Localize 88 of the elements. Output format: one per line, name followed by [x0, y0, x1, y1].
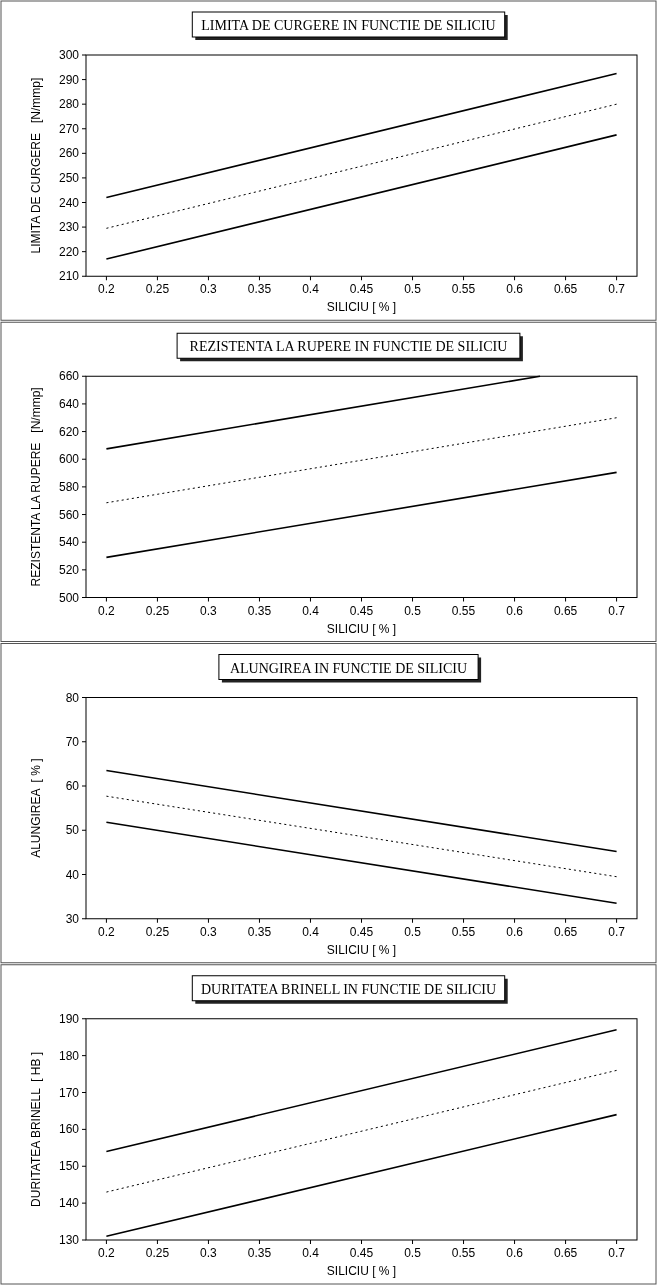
y-tick-label: 580 [58, 479, 80, 494]
y-tick-label: 140 [58, 1196, 80, 1211]
y-tick-label: 640 [58, 396, 80, 411]
x-tick-label: 0.45 [349, 924, 374, 939]
y-axis-title: LIMITA DE CURGERE [N/mmp] [29, 77, 43, 254]
chart-title: ALUNGIREA IN FUNCTIE DE SILICIU [229, 660, 468, 676]
x-tick-label: 0.4 [302, 282, 320, 297]
y-tick-label: 260 [58, 146, 80, 161]
chart-title: LIMITA DE CURGERE IN FUNCTIE DE SILICIU [201, 18, 496, 33]
x-tick-label: 0.3 [200, 282, 218, 297]
x-tick-label: 0.35 [247, 603, 272, 618]
x-tick-label: 0.4 [302, 924, 320, 939]
y-tick-label: 190 [58, 1011, 80, 1026]
y-tick-label: 300 [58, 48, 80, 62]
x-tick-label: 0.6 [506, 924, 524, 939]
x-tick-label: 0.2 [98, 924, 116, 939]
x-tick-label: 0.2 [98, 1246, 116, 1260]
x-tick-label: 0.25 [145, 924, 170, 939]
x-tick-label: 0.35 [247, 282, 272, 297]
x-tick-label: 0.35 [247, 1246, 272, 1260]
x-tick-label: 0.2 [98, 282, 116, 297]
y-tick-label: 30 [65, 911, 80, 926]
y-tick-label: 60 [65, 779, 80, 793]
y-tick-label: 70 [65, 734, 80, 749]
x-axis-title: SILICIU [ % ] [326, 1264, 397, 1278]
chart-title: DURITATEA BRINELL IN FUNCTIE DE SILICIU [200, 981, 497, 997]
x-tick-label: 0.6 [506, 282, 524, 297]
x-tick-label: 0.55 [451, 603, 476, 618]
chart-title: REZISTENTA LA RUPERE IN FUNCTIE DE SILICIU [189, 339, 508, 355]
x-tick-label: 0.45 [349, 282, 374, 297]
x-tick-label: 0.5 [404, 282, 422, 297]
x-tick-label: 0.25 [145, 1246, 170, 1260]
y-tick-label: 210 [58, 269, 80, 284]
x-tick-label: 0.5 [404, 924, 422, 939]
x-tick-label: 0.55 [451, 282, 476, 297]
y-tick-label: 280 [58, 97, 80, 112]
y-tick-label: 620 [58, 424, 80, 439]
x-tick-label: 0.25 [145, 282, 170, 297]
x-tick-label: 0.25 [145, 603, 170, 618]
y-tick-label: 600 [58, 452, 80, 467]
x-tick-label: 0.5 [404, 603, 422, 618]
x-tick-label: 0.65 [553, 1246, 578, 1260]
x-axis-title: SILICIU [ % ] [326, 300, 397, 315]
x-tick-label: 0.55 [451, 924, 476, 939]
y-tick-label: 520 [58, 562, 80, 577]
x-tick-label: 0.3 [200, 924, 218, 939]
x-tick-label: 0.55 [451, 1246, 476, 1260]
y-axis-title: DURITATEA BRINELL [ HB ] [29, 1051, 43, 1207]
x-tick-label: 0.7 [608, 603, 626, 618]
x-tick-label: 0.4 [302, 603, 320, 618]
y-tick-label: 660 [58, 369, 80, 384]
y-tick-label: 220 [58, 244, 80, 259]
x-tick-label: 0.65 [553, 924, 578, 939]
y-tick-label: 170 [58, 1085, 80, 1100]
x-tick-label: 0.4 [302, 1246, 320, 1260]
x-tick-label: 0.7 [608, 924, 626, 939]
x-tick-label: 0.35 [247, 924, 272, 939]
x-tick-label: 0.3 [200, 603, 218, 618]
y-tick-label: 180 [58, 1048, 80, 1063]
y-tick-label: 540 [58, 535, 80, 550]
y-tick-label: 80 [65, 690, 80, 705]
x-tick-label: 0.45 [349, 603, 374, 618]
y-tick-label: 500 [58, 590, 80, 605]
y-tick-label: 250 [58, 170, 80, 185]
y-axis-title: REZISTENTA LA RUPERE [N/mmp] [29, 387, 43, 587]
y-tick-label: 150 [58, 1159, 80, 1174]
y-tick-label: 50 [65, 823, 80, 838]
y-tick-label: 290 [58, 72, 80, 87]
x-tick-label: 0.65 [553, 282, 578, 297]
y-tick-label: 560 [58, 507, 80, 522]
x-tick-label: 0.2 [98, 603, 116, 618]
x-tick-label: 0.5 [404, 1246, 422, 1260]
y-tick-label: 130 [58, 1233, 80, 1247]
x-tick-label: 0.6 [506, 1246, 524, 1260]
x-tick-label: 0.6 [506, 603, 524, 618]
y-tick-label: 40 [65, 867, 80, 882]
x-tick-label: 0.3 [200, 1246, 218, 1260]
y-tick-label: 230 [58, 220, 80, 235]
y-tick-label: 240 [58, 195, 80, 210]
x-tick-label: 0.7 [608, 1246, 626, 1260]
y-tick-label: 270 [58, 121, 80, 136]
x-tick-label: 0.7 [608, 282, 626, 297]
x-axis-title: SILICIU [ % ] [326, 621, 397, 636]
y-tick-label: 160 [58, 1122, 80, 1137]
x-tick-label: 0.65 [553, 603, 578, 618]
y-axis-title: ALUNGIREA [ % ] [29, 758, 43, 858]
x-axis-title: SILICIU [ % ] [326, 942, 397, 957]
x-tick-label: 0.45 [349, 1246, 374, 1260]
